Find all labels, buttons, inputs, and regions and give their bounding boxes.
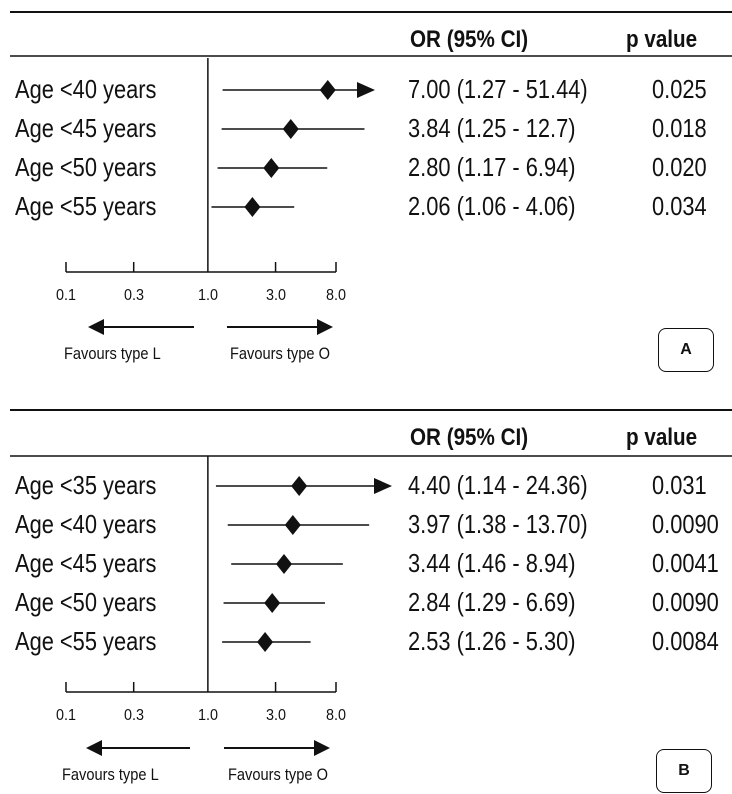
favours-right-arrow-head xyxy=(317,319,333,335)
row-p-value: 0.020 xyxy=(652,152,707,182)
x-tick-label: 3.0 xyxy=(265,707,286,724)
forest-panel-b: OR (95% CI) p value Favours type L Favou… xyxy=(0,400,732,794)
forest-plot-a xyxy=(10,11,732,335)
or-point xyxy=(264,593,281,613)
row-or-ci: 2.80 (1.17 - 6.94) xyxy=(408,152,576,182)
favours-right-label: Favours type O xyxy=(230,344,330,363)
x-tick-label: 0.3 xyxy=(123,707,144,724)
panel-label-badge: A xyxy=(658,328,714,372)
row-label: Age <40 years xyxy=(15,509,157,539)
x-tick-label: 3.0 xyxy=(265,287,286,304)
row-label: Age <55 years xyxy=(15,191,157,221)
row-label: Age <50 years xyxy=(15,152,157,182)
row-label: Age <45 years xyxy=(15,548,157,578)
favours-left-arrow-head xyxy=(86,740,102,756)
favours-left-label: Favours type L xyxy=(62,765,159,784)
forest-plot-b xyxy=(10,409,732,756)
row-or-ci: 3.84 (1.25 - 12.7) xyxy=(408,113,576,143)
favours-left-arrow-head xyxy=(88,319,104,335)
x-tick-label: 0.1 xyxy=(55,287,77,304)
row-p-value: 0.018 xyxy=(652,113,707,143)
row-or-ci: 4.40 (1.14 - 24.36) xyxy=(408,470,588,500)
or-header: OR (95% CI) xyxy=(410,26,529,53)
or-point xyxy=(275,554,292,574)
p-value-header: p value xyxy=(626,26,698,53)
row-p-value: 0.034 xyxy=(652,191,707,221)
panel-label-badge: B xyxy=(656,749,712,793)
row-or-ci: 3.97 (1.38 - 13.70) xyxy=(408,509,588,539)
or-point xyxy=(282,119,299,139)
row-label: Age <50 years xyxy=(15,587,157,617)
row-label: Age <45 years xyxy=(15,113,157,143)
row-p-value: 0.0090 xyxy=(652,587,719,617)
or-point xyxy=(291,476,308,496)
row-label: Age <55 years xyxy=(15,626,157,656)
row-p-value: 0.0041 xyxy=(652,548,719,578)
or-point xyxy=(319,80,336,100)
x-tick-label: 1.0 xyxy=(197,707,218,724)
x-tick-label: 8.0 xyxy=(325,287,347,304)
x-tick-label: 0.1 xyxy=(55,707,77,724)
row-p-value: 0.0090 xyxy=(652,509,719,539)
x-tick-label: 1.0 xyxy=(197,287,218,304)
x-tick-label: 0.3 xyxy=(123,287,144,304)
favours-right-arrow-head xyxy=(314,740,330,756)
or-point xyxy=(257,632,274,652)
ci-overflow-arrow xyxy=(357,82,375,98)
or-header: OR (95% CI) xyxy=(410,424,529,451)
row-p-value: 0.031 xyxy=(652,470,707,500)
ci-overflow-arrow xyxy=(374,478,392,494)
row-or-ci: 2.06 (1.06 - 4.06) xyxy=(408,191,576,221)
or-point xyxy=(263,158,280,178)
row-p-value: 0.025 xyxy=(652,74,707,104)
favours-left-label: Favours type L xyxy=(64,344,161,363)
row-label: Age <35 years xyxy=(15,470,157,500)
favours-right-label: Favours type O xyxy=(228,765,328,784)
or-point xyxy=(244,197,261,217)
forest-panel-a: OR (95% CI) p value Favours type L Favou… xyxy=(0,0,732,390)
row-or-ci: 2.84 (1.29 - 6.69) xyxy=(408,587,576,617)
row-or-ci: 3.44 (1.46 - 8.94) xyxy=(408,548,576,578)
p-value-header: p value xyxy=(626,424,698,451)
row-label: Age <40 years xyxy=(15,74,157,104)
row-p-value: 0.0084 xyxy=(652,626,719,656)
x-tick-label: 8.0 xyxy=(325,707,347,724)
row-or-ci: 2.53 (1.26 - 5.30) xyxy=(408,626,576,656)
row-or-ci: 7.00 (1.27 - 51.44) xyxy=(408,74,588,104)
or-point xyxy=(284,515,301,535)
